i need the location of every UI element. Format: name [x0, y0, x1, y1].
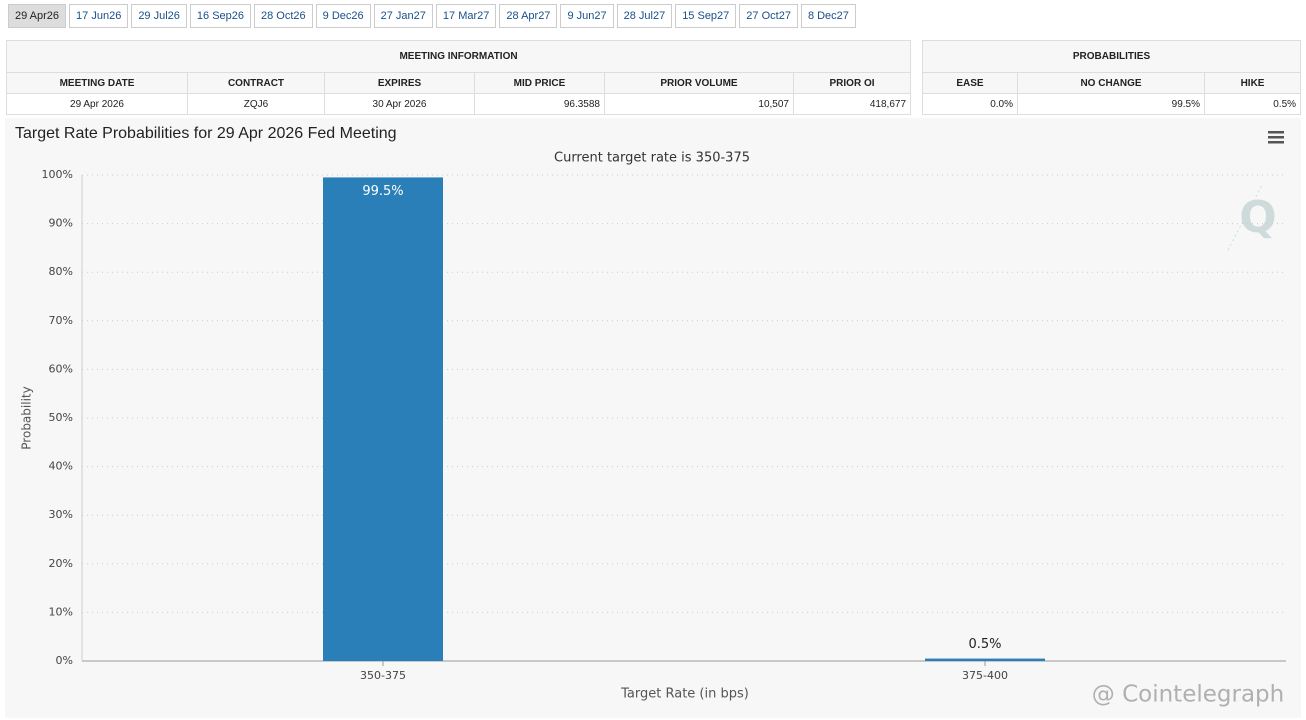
- y-tick-label: 10%: [49, 605, 73, 618]
- tab[interactable]: 29 Apr26: [8, 4, 67, 28]
- data-row: 29 Apr 2026 ZQJ6 30 Apr 2026 96.3588 10,507 4…: [6, 93, 912, 115]
- title-row: MEETING INFORMATION: [5, 40, 912, 73]
- column-header: PRIOR VOLUME: [604, 72, 794, 94]
- column-header: EXPIRES: [324, 72, 475, 94]
- y-tick-label: 80%: [49, 265, 73, 278]
- watermark: @ Cointelegraph: [1092, 682, 1284, 708]
- tab[interactable]: 16 Sep26: [189, 4, 252, 28]
- cell: 96.3588: [474, 93, 605, 115]
- column-header: MEETING DATE: [6, 72, 188, 94]
- tab[interactable]: 28 Oct26: [254, 4, 313, 28]
- cell: ZQJ6: [187, 93, 325, 115]
- tab[interactable]: 9 Dec26: [315, 4, 371, 28]
- y-tick-label: 30%: [49, 508, 73, 521]
- data-row: 0.0% 99.5% 0.5%: [922, 93, 1302, 115]
- cell: 0.5%: [1203, 93, 1302, 115]
- y-tick-label: 90%: [49, 217, 73, 230]
- chart-subtitle: Current target rate is 350-375: [554, 151, 750, 166]
- tab[interactable]: 27 Oct27: [739, 4, 798, 28]
- cell: 0.0%: [922, 93, 1018, 115]
- column-header: HIKE: [1203, 72, 1302, 94]
- header-row: EASE NO CHANGE HIKE: [922, 72, 1302, 94]
- chart-title: Target Rate Probabilities for 29 Apr 202…: [15, 125, 397, 142]
- table-title: PROBABILITIES: [921, 40, 1302, 73]
- x-tick-label: 350-375: [360, 669, 406, 682]
- table-title: MEETING INFORMATION: [5, 40, 912, 73]
- tab[interactable]: 28 Apr27: [499, 4, 558, 28]
- bar: [323, 177, 443, 661]
- column-header: NO CHANGE: [1017, 72, 1205, 94]
- title-row: PROBABILITIES: [921, 40, 1302, 73]
- cell: 418,677: [792, 93, 912, 115]
- tab[interactable]: 17 Mar27: [435, 4, 497, 28]
- tab[interactable]: 17 Jun26: [69, 4, 129, 28]
- y-tick-label: 20%: [49, 557, 73, 570]
- cell: 99.5%: [1017, 93, 1205, 115]
- column-header: PRIOR OI: [792, 72, 912, 94]
- cell: 10,507: [604, 93, 794, 115]
- logo: Q: [1227, 184, 1277, 251]
- menu-icon[interactable]: [1268, 131, 1284, 144]
- svg-text:Q: Q: [1239, 192, 1276, 243]
- tab[interactable]: 15 Sep27: [675, 4, 737, 28]
- x-tick-label: 375-400: [962, 669, 1008, 682]
- y-tick-label: 0%: [56, 654, 73, 667]
- tab[interactable]: 8 Dec27: [800, 4, 856, 28]
- cell: 30 Apr 2026: [324, 93, 475, 115]
- y-tick-label: 100%: [42, 168, 73, 181]
- meeting-table: MEETING INFORMATION MEETING DATE CONTRACT E…: [5, 40, 912, 115]
- cell: 29 Apr 2026: [6, 93, 188, 115]
- column-header: CONTRACT: [187, 72, 325, 94]
- tab[interactable]: 9 Jun27: [560, 4, 614, 28]
- y-tick-label: 70%: [49, 314, 73, 327]
- tab-bar: 29 Apr26 17 Jun26 29 Jul26 16 Sep26 28 Oct26…: [8, 4, 856, 28]
- y-tick-label: 60%: [49, 362, 73, 375]
- x-axis-label: Target Rate (in bps): [620, 687, 749, 702]
- value-label: 0.5%: [968, 637, 1001, 652]
- probabilities-table: PROBABILITIES EASE NO CHANGE HIKE 0.0% 99.5% 0…: [921, 40, 1302, 115]
- bar: [925, 658, 1045, 661]
- tab[interactable]: 27 Jan27: [373, 4, 433, 28]
- y-tick-label: 40%: [49, 460, 73, 473]
- y-tick-label: 50%: [49, 411, 73, 424]
- header-row: MEETING DATE CONTRACT EXPIRES MID PRICE PRIO…: [6, 72, 912, 94]
- column-header: MID PRICE: [474, 72, 605, 94]
- column-header: EASE: [922, 72, 1018, 94]
- value-label: 99.5%: [362, 184, 403, 199]
- tab[interactable]: 29 Jul26: [131, 4, 187, 28]
- y-axis-label: Probability: [20, 386, 34, 449]
- tab[interactable]: 28 Jul27: [616, 4, 673, 28]
